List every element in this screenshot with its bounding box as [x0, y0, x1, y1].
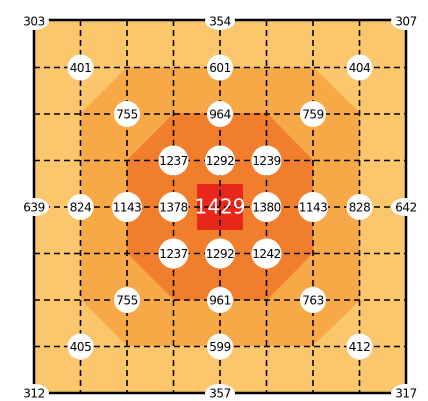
- value-circle: [251, 192, 282, 222]
- value-circle: [67, 194, 94, 220]
- value-circle: [67, 333, 94, 360]
- edge-label-bg: [205, 12, 235, 30]
- value-label: 307: [395, 15, 416, 29]
- value-circle: [207, 54, 233, 81]
- value-label: 354: [209, 15, 230, 29]
- value-label: 1292: [206, 247, 235, 261]
- edge-label-bg: [205, 384, 235, 401]
- value-circle: [300, 101, 326, 127]
- value-circle: [112, 192, 142, 222]
- value-label: 755: [116, 108, 137, 122]
- edge-label-bg: [391, 198, 421, 216]
- value-label: 759: [302, 108, 323, 122]
- value-label: 1237: [159, 247, 188, 261]
- value-circle: [346, 194, 373, 220]
- value-label: 312: [23, 387, 44, 401]
- value-label: 828: [349, 201, 370, 215]
- value-circle: [346, 54, 373, 81]
- value-label: 599: [209, 340, 230, 354]
- value-circle: [158, 145, 189, 176]
- value-circle: [207, 287, 233, 313]
- value-label: 1143: [299, 201, 328, 215]
- value-label: 1143: [113, 201, 142, 215]
- value-circle: [158, 192, 189, 222]
- value-label: 763: [302, 294, 323, 308]
- value-label: 1237: [159, 154, 188, 168]
- value-label: 601: [209, 61, 230, 75]
- value-circle: [300, 287, 326, 313]
- edge-label-bg: [19, 198, 49, 216]
- value-circle: [205, 238, 235, 269]
- value-circle: [207, 333, 233, 360]
- edge-label-bg: [391, 384, 421, 401]
- value-label: 755: [116, 294, 137, 308]
- value-circle: [67, 54, 94, 81]
- value-label: 1380: [252, 201, 281, 215]
- value-label: 964: [209, 108, 230, 122]
- value-circle: [114, 287, 140, 313]
- value-label: 317: [395, 387, 416, 401]
- value-label: 1239: [252, 154, 281, 168]
- labels: 303 354 307 401 601 404 755 964 759 1237 1292 1239 6…: [19, 12, 421, 401]
- value-label: 404: [349, 61, 370, 75]
- value-label: 303: [23, 15, 44, 29]
- value-label: 961: [209, 294, 230, 308]
- value-circle: [207, 101, 233, 127]
- edge-label-bg: [19, 12, 49, 30]
- value-circle: [205, 145, 235, 176]
- value-circle: [346, 333, 373, 360]
- value-label: 401: [70, 61, 91, 75]
- value-circle: [251, 238, 282, 269]
- value-label: 639: [23, 201, 44, 215]
- center-value: 1429: [195, 195, 246, 219]
- value-circle: [158, 238, 189, 269]
- value-label: 824: [70, 201, 91, 215]
- value-circle: [114, 101, 140, 127]
- value-label: 1378: [159, 201, 188, 215]
- value-label: 642: [395, 201, 416, 215]
- value-label: 357: [209, 387, 230, 401]
- edge-label-bg: [391, 12, 421, 30]
- value-label: 1242: [252, 247, 281, 261]
- value-label: 1292: [206, 154, 235, 168]
- value-label: 405: [70, 340, 91, 354]
- value-circle: [298, 192, 328, 222]
- value-label: 412: [349, 340, 370, 354]
- edge-label-bg: [19, 384, 49, 401]
- value-circle: [251, 145, 282, 176]
